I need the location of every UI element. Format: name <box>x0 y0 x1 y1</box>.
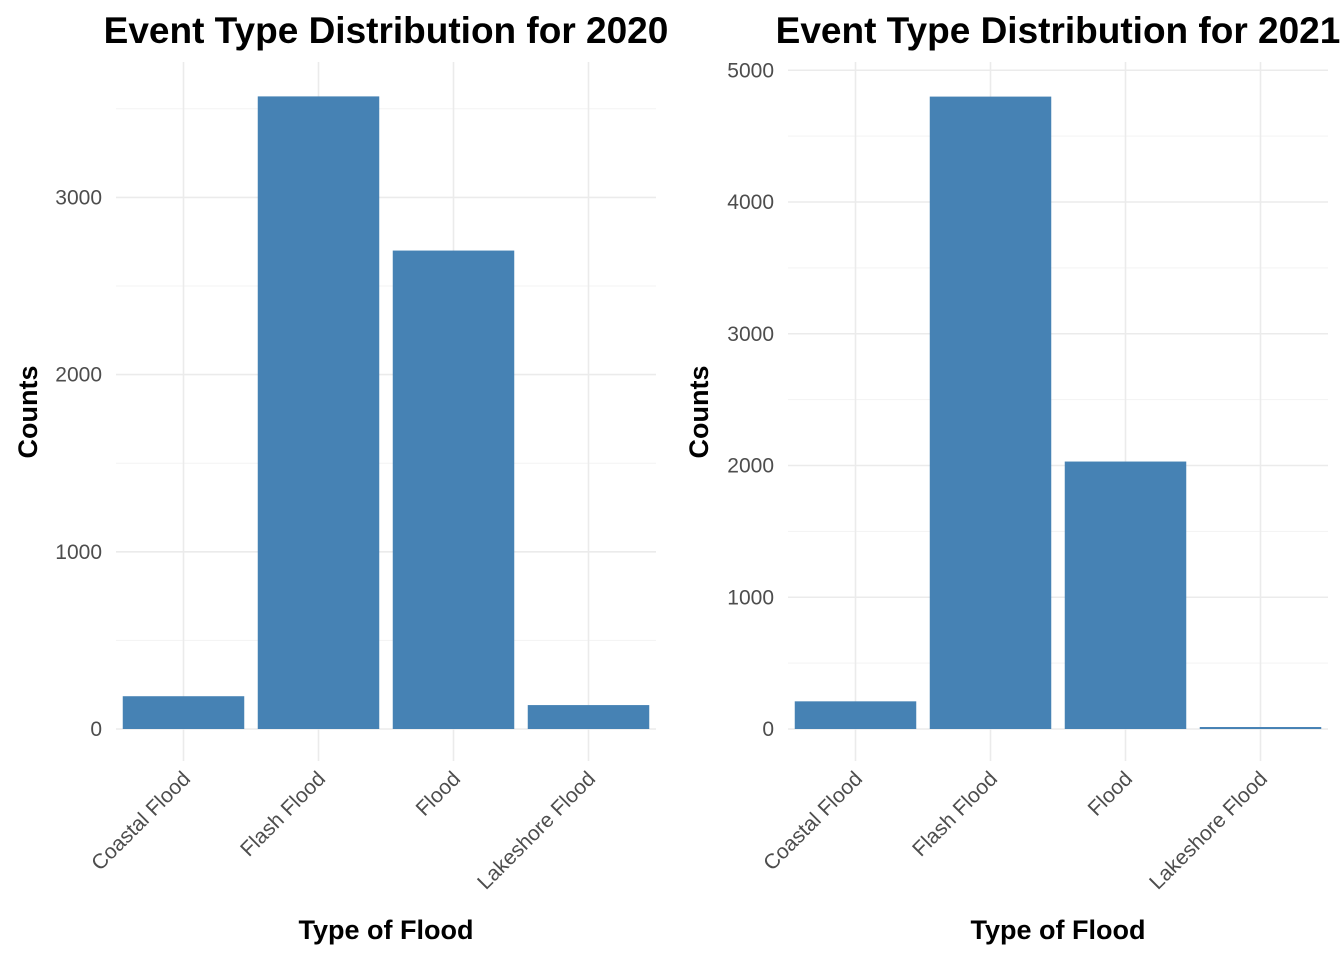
plot-area: 0 1000 2000 3000 Coastal Flood Flash Flood Flo… <box>55 62 656 894</box>
bar <box>257 96 380 729</box>
x-tick-label: Flash Flood <box>908 767 1002 861</box>
plot-area: 0 1000 2000 3000 4000 5000 Coastal Flood Flash … <box>727 59 1328 894</box>
bar <box>929 96 1052 730</box>
y-axis-title: Counts <box>684 366 714 459</box>
y-tick-label: 2000 <box>55 364 102 387</box>
x-tick-label: Flash Flood <box>236 767 330 861</box>
y-tick-label: 3000 <box>55 186 102 209</box>
x-tick-label: Flood <box>412 767 465 820</box>
bar <box>122 696 245 729</box>
y-tick-label: 5000 <box>727 59 774 82</box>
x-axis-title: Type of Flood <box>299 915 474 945</box>
x-tick-label: Coastal Flood <box>759 767 867 875</box>
y-tick-label: 1000 <box>55 541 102 564</box>
y-tick-label: 0 <box>90 718 102 741</box>
y-tick-label: 0 <box>762 718 774 741</box>
bar <box>794 701 917 729</box>
y-axis-title: Counts <box>13 366 43 459</box>
x-tick-label: Coastal Flood <box>87 767 195 875</box>
chart-panel-2020: 0 1000 2000 3000 Coastal Flood Flash Flood Flo… <box>13 10 668 945</box>
x-tick-label: Lakeshore Flood <box>1145 767 1272 894</box>
y-tick-label: 2000 <box>727 455 774 478</box>
y-tick-label: 4000 <box>727 191 774 214</box>
bar <box>1199 727 1322 729</box>
y-tick-label: 3000 <box>727 323 774 346</box>
y-tick-label: 1000 <box>727 586 774 609</box>
x-tick-label: Flood <box>1084 767 1137 820</box>
bar <box>527 705 650 729</box>
bar <box>392 250 515 729</box>
chart-title: Event Type Distribution for 2020 <box>104 10 669 51</box>
x-tick-label: Lakeshore Flood <box>473 767 600 894</box>
chart-title: Event Type Distribution for 2021 <box>776 10 1341 51</box>
chart-panel-2021: 0 1000 2000 3000 4000 5000 Coastal Flood Flash … <box>684 10 1340 945</box>
bar <box>1064 461 1187 729</box>
x-axis-title: Type of Flood <box>971 915 1146 945</box>
